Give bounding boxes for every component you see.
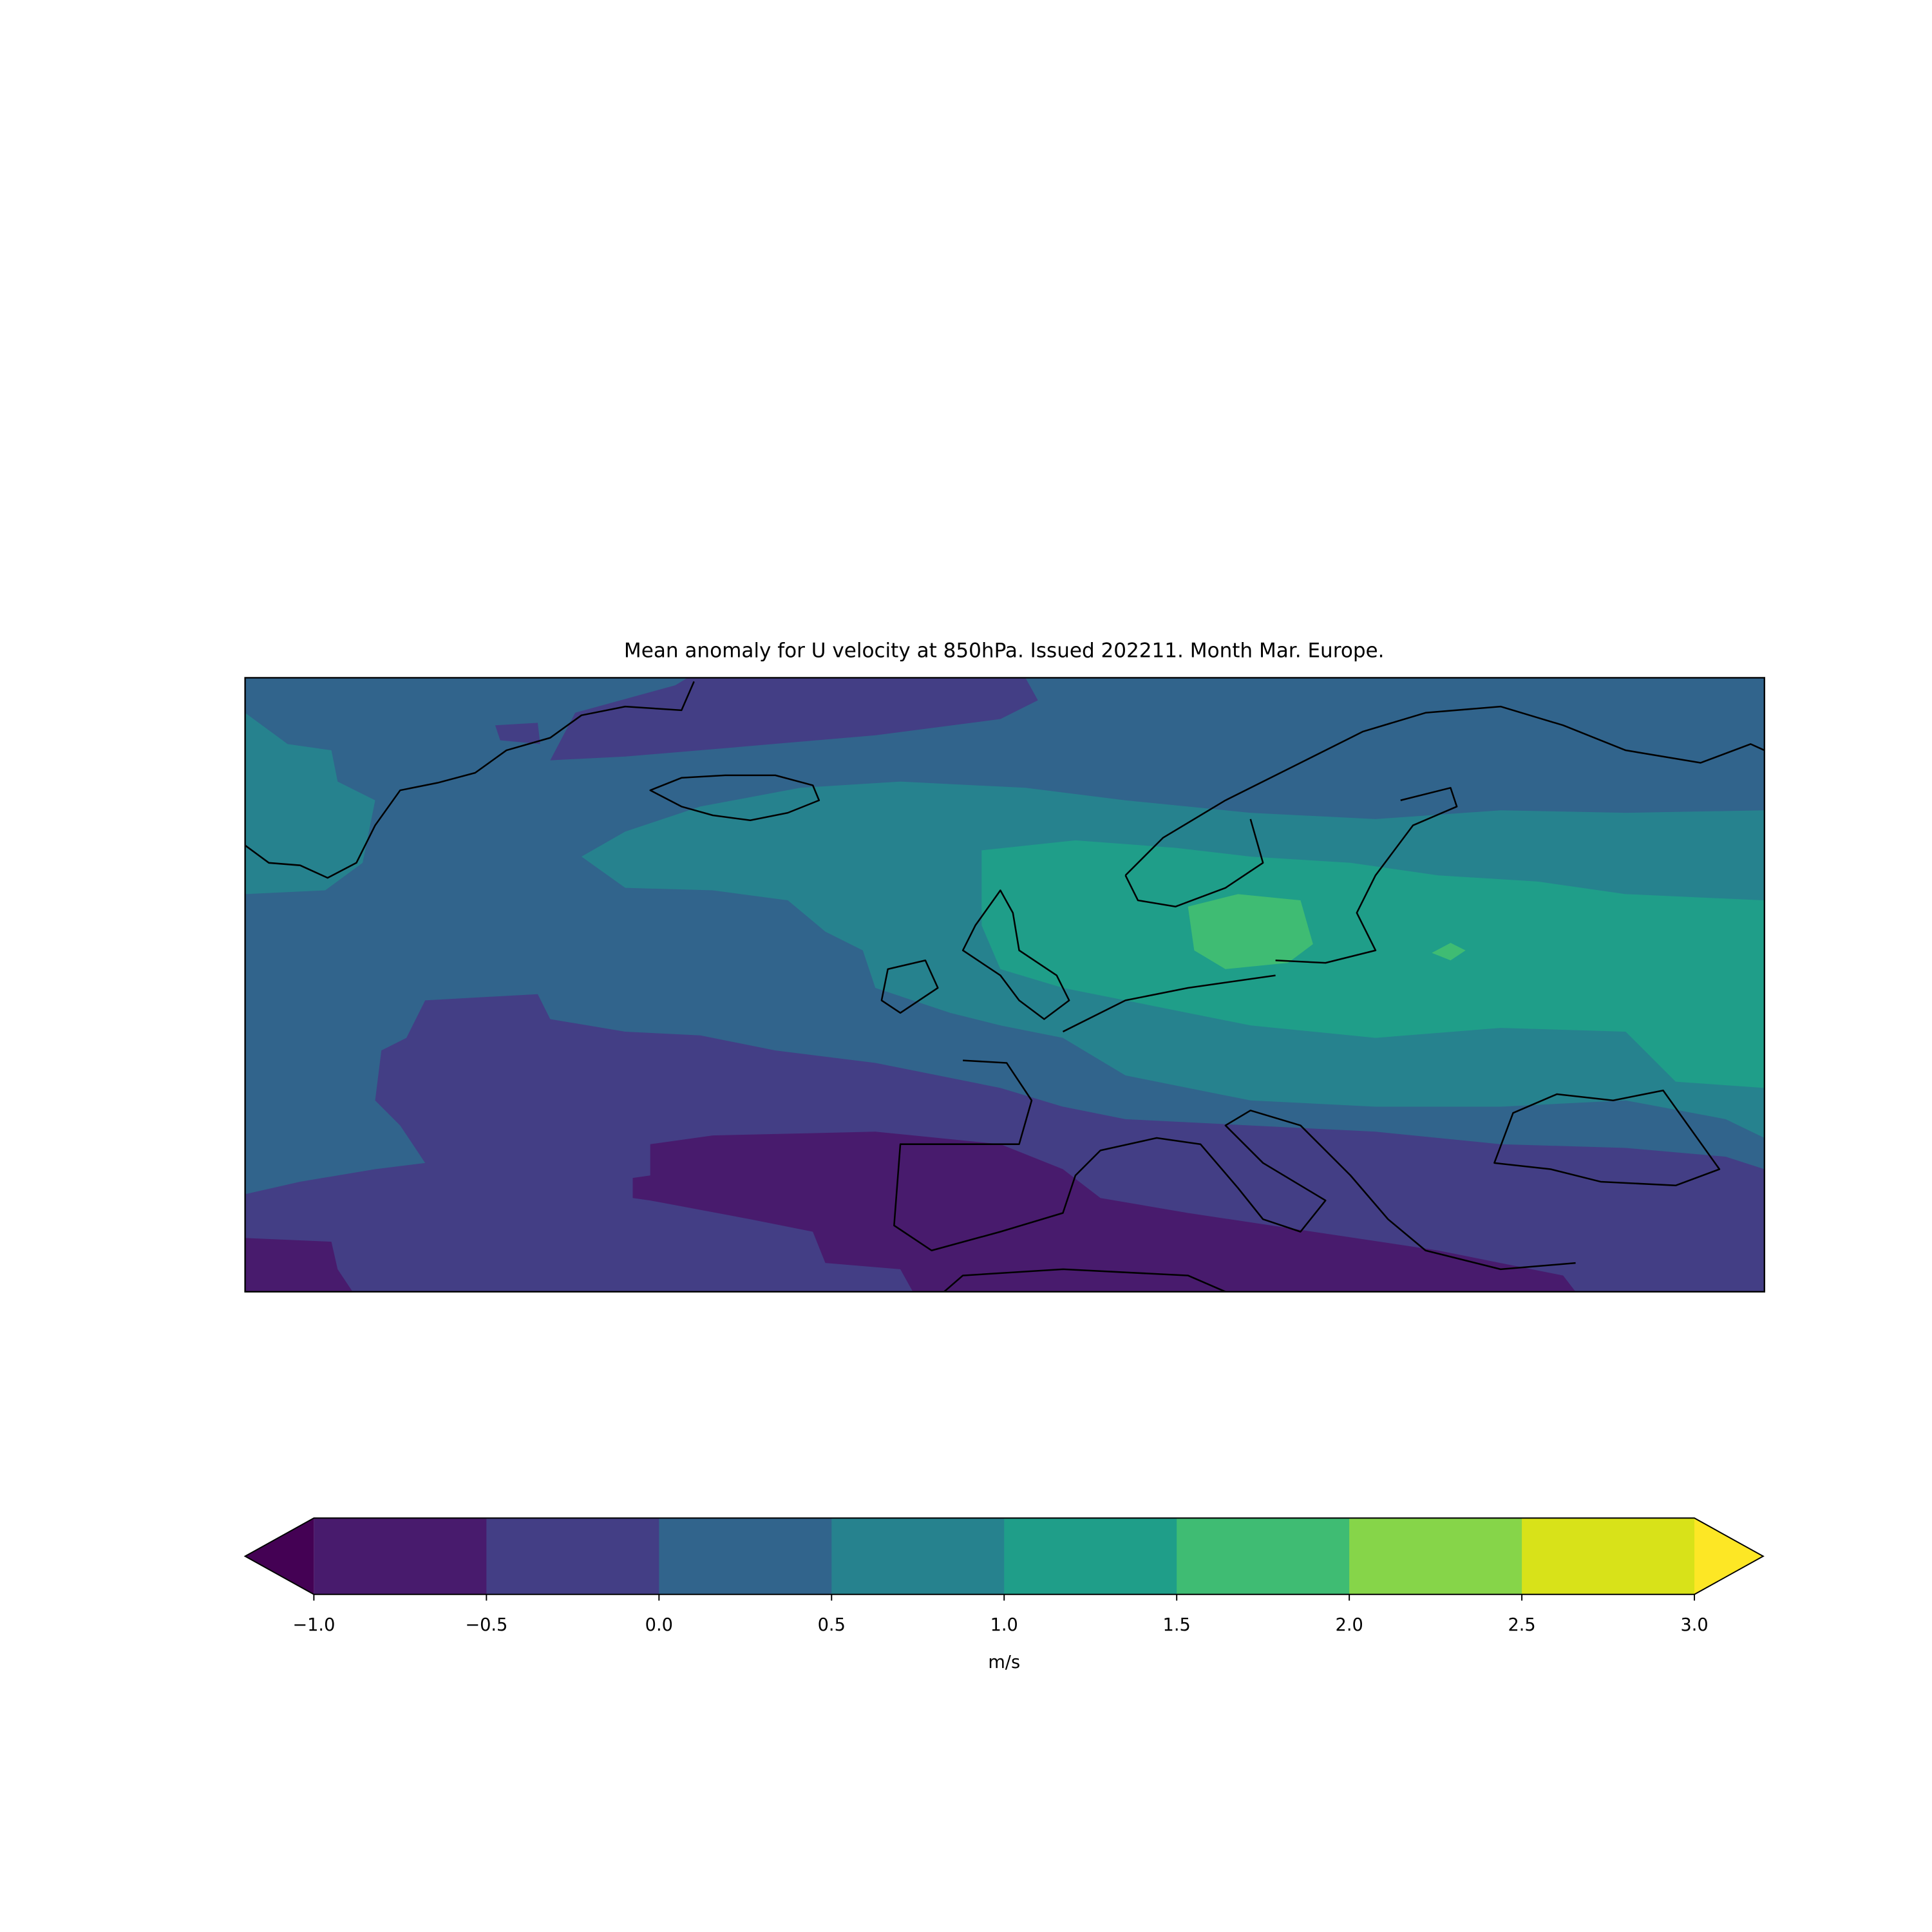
- coastline: [649, 774, 820, 822]
- colorbar-tick-label: 3.0: [1680, 1615, 1708, 1635]
- coastline: [880, 889, 1070, 1020]
- colorbar-tick-label: 1.0: [990, 1615, 1018, 1635]
- colorbar-segment: [1177, 1518, 1350, 1595]
- contour-region: [632, 1132, 1576, 1292]
- colorbar-segment: [486, 1518, 659, 1595]
- contour-region: [550, 677, 1038, 761]
- contour-region: [495, 723, 540, 744]
- contour-region: [245, 712, 375, 895]
- colorbar-segment: [659, 1518, 832, 1595]
- map-frame: [244, 677, 1765, 1293]
- colorbar: −1.0 −0.5 0.0 0.5 1.0 1.5 2.0 2.5 3.0: [243, 1517, 1765, 1635]
- contour-region: [981, 840, 1765, 1088]
- colorbar-segment: [1004, 1518, 1177, 1595]
- colorbar-tick-label: 2.0: [1336, 1615, 1363, 1635]
- coastline: [244, 681, 695, 879]
- colorbar-tick-label: 0.5: [818, 1615, 846, 1635]
- colorbar-tick-label: 1.5: [1163, 1615, 1191, 1635]
- colorbar-segment: [1522, 1518, 1695, 1595]
- coastline: [893, 974, 1721, 1293]
- contour-region: [245, 994, 1765, 1292]
- contour-region: [245, 1238, 353, 1292]
- contour-region: [1188, 894, 1313, 969]
- coastlines: [244, 681, 1765, 1293]
- colorbar-tick-label: 2.5: [1508, 1615, 1535, 1635]
- coastline: [1124, 705, 1765, 964]
- map: [244, 677, 1765, 1293]
- colorbar-extend-over: [1694, 1518, 1763, 1595]
- colorbar-segment: [314, 1518, 487, 1595]
- colorbar-segment: [831, 1518, 1005, 1595]
- colorbar-segment: [1349, 1518, 1522, 1595]
- colorbar-label: m/s: [988, 1653, 1020, 1672]
- colorbar-extend-under: [245, 1518, 314, 1595]
- map-title: Mean anomaly for U velocity at 850hPa. I…: [624, 639, 1385, 663]
- colorbar-tick-label: 0.0: [645, 1615, 673, 1635]
- colorbar-tick-label: −0.5: [465, 1615, 507, 1635]
- colorbar-tick-label: −1.0: [292, 1615, 335, 1635]
